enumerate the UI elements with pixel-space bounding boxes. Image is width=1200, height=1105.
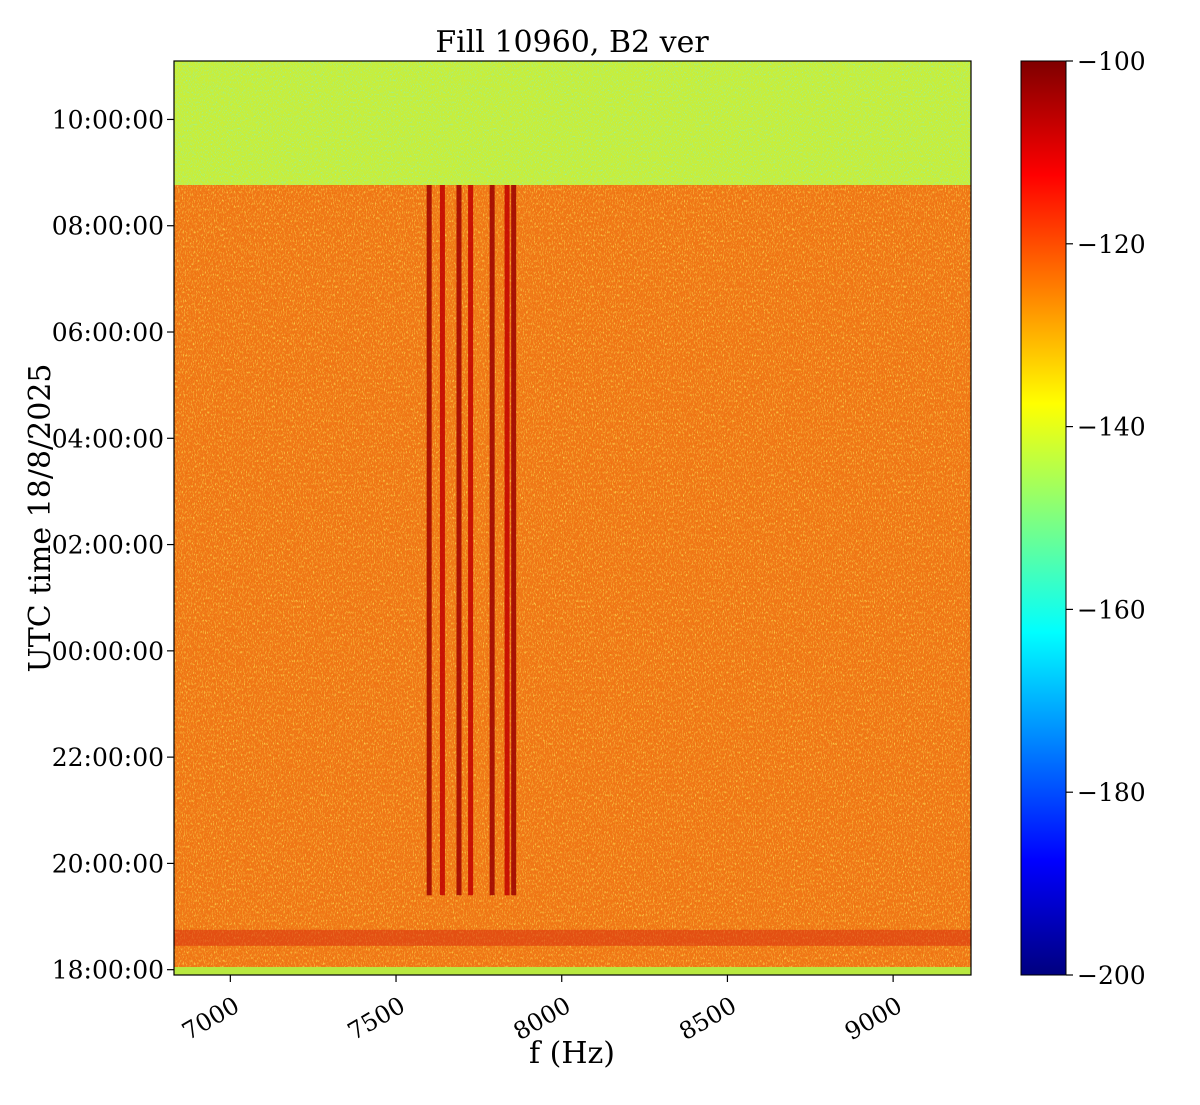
y-tick-label: 02:00:00 [52, 531, 164, 560]
y-tick-label: 10:00:00 [52, 105, 164, 134]
noise-texture-dark [174, 61, 971, 975]
spectral-line [456, 183, 462, 896]
y-tick-label: 22:00:00 [52, 743, 164, 772]
bottom-strip [174, 967, 971, 975]
broadband-band [174, 929, 971, 946]
colorbar-tick-label: −140 [1077, 413, 1146, 442]
colorbar-tick-label: −100 [1077, 47, 1146, 76]
y-axis: 18:00:00 20:00:00 22:00:00 00:00:00 02:00:00… [52, 105, 174, 985]
colorbar-tick-label: −160 [1077, 595, 1146, 624]
y-tick-label: 04:00:00 [52, 424, 164, 453]
x-tick-label: 7500 [343, 991, 410, 1046]
spectral-line [468, 183, 474, 896]
y-tick-label: 00:00:00 [52, 637, 164, 666]
spectrogram-plot-area [174, 61, 971, 975]
spectral-line [426, 183, 432, 896]
colorbar-tick-label: −180 [1077, 778, 1146, 807]
colorbar-tick-label: −120 [1077, 230, 1146, 259]
y-tick-label: 08:00:00 [52, 212, 164, 241]
chart-title: Fill 10960, B2 ver [435, 25, 709, 60]
spectral-lines [174, 183, 971, 946]
y-tick-label: 06:00:00 [52, 318, 164, 347]
colorbar-gradient [1020, 60, 1067, 976]
y-tick-label: 20:00:00 [52, 849, 164, 878]
x-tick-label: 9000 [840, 991, 907, 1046]
y-axis-label: UTC time 18/8/2025 [23, 364, 58, 673]
spectral-line [511, 183, 517, 896]
colorbar-ticks: −100 −120 −140 −160 −180 −200 [1066, 47, 1146, 990]
colorbar-tick-label: −200 [1077, 961, 1146, 990]
spectral-line [504, 183, 510, 896]
spectral-line [489, 183, 495, 896]
colorbar: −100 −120 −140 −160 −180 −200 [1020, 47, 1146, 990]
post-dump-noise [174, 61, 971, 185]
x-tick-label: 7000 [177, 991, 244, 1046]
spectral-line [439, 183, 445, 896]
plot-frame [173, 60, 972, 976]
y-tick-label: 18:00:00 [52, 956, 164, 985]
x-axis-label: f (Hz) [529, 1036, 615, 1071]
x-tick-label: 8500 [674, 991, 741, 1046]
